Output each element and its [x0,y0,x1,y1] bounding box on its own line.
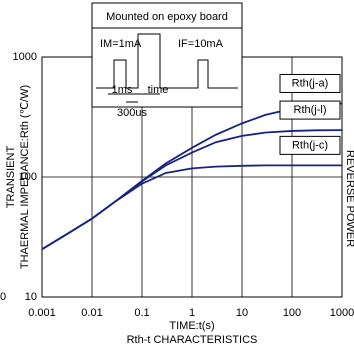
y-label: THAERMAL IMPEDANCE:Rth (℃/W) [19,85,31,269]
waveform [96,33,238,89]
x-tick-label: 0.1 [134,307,149,319]
series-label: Rth(j-a) [292,77,329,89]
y-tick-label: 10 [25,291,37,303]
inset-text: 300us [117,107,147,119]
y-label: TRANSIENT [5,146,17,209]
y-tick-label: 1000 [13,51,37,63]
series-label: Rth(j-l) [294,104,327,116]
curve [41,164,342,251]
right-label: REVERSE POWER [344,150,354,247]
inset-text: time [148,84,169,96]
series-label: Rth(j-c) [292,139,328,151]
x-tick-label: 100 [283,307,301,319]
inset-title: Mounted on epoxy board [106,11,228,23]
series-label-box [279,100,341,120]
series-label-box [279,135,341,155]
x-tick-label: 0.01 [81,307,102,319]
x-label: TIME:t(s) [169,320,214,332]
fragment: 0 [0,291,6,303]
x-tick-label: 1000 [330,307,354,319]
x-tick-label: 0.001 [28,307,56,319]
inset-text: IM=1mA [100,38,142,50]
series-label-box [279,73,341,93]
inset-box [91,2,243,108]
chart-title: Rth-t CHARACTERISTICS [127,334,258,346]
y-tick-label: 100 [19,171,37,183]
inset: Mounted on epoxy board IM=1mA IF=10mA 1m… [91,2,243,119]
inset-text: 1ms [112,84,133,96]
inset-text: IF=10mA [178,38,224,50]
plot: 0.001 0.01 0.1 1 10 100 1000 10 100 1000 Rth(j-a) R… [13,51,354,319]
x-tick-label: 1 [189,307,195,319]
x-tick-label: 10 [236,307,248,319]
